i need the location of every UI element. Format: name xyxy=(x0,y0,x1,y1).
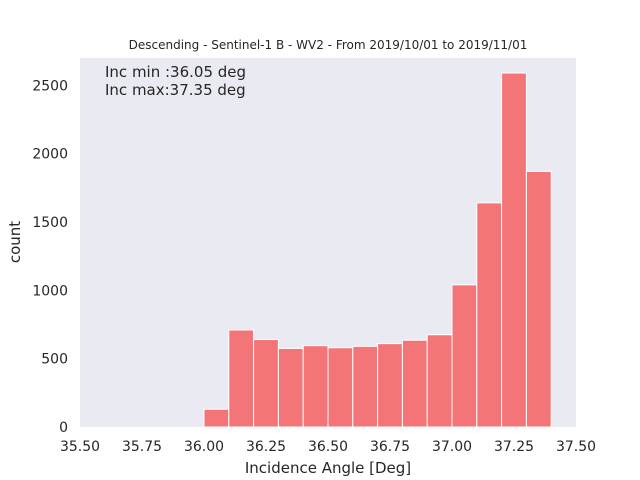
histogram-bar xyxy=(253,339,279,428)
y-tick-labels: 0 500 1000 1500 2000 2500 xyxy=(32,78,68,436)
y-tick-label: 1000 xyxy=(32,283,68,299)
x-tick-label: 36.50 xyxy=(308,439,348,455)
histogram-bar xyxy=(203,408,230,428)
x-tick-labels: 35.50 35.75 36.00 36.25 36.50 36.75 37.00 37.25… xyxy=(60,439,596,455)
histogram-bar xyxy=(327,347,354,428)
histogram-bar xyxy=(277,347,304,428)
histogram-bar xyxy=(352,345,379,428)
x-axis-label: Incidence Angle [Deg] xyxy=(245,459,411,477)
histogram-bar xyxy=(302,345,329,428)
histogram-bar xyxy=(401,339,428,428)
x-tick-label: 36.00 xyxy=(184,439,224,455)
histogram-bar xyxy=(228,329,255,428)
x-tick-label: 37.50 xyxy=(556,439,596,455)
chart-title: Descending - Sentinel-1 B - WV2 - From 2… xyxy=(129,38,528,52)
y-axis-label: count xyxy=(6,221,24,263)
annotation-inc-max: Inc max:37.35 deg xyxy=(105,81,246,99)
y-tick-label: 2000 xyxy=(32,147,68,163)
histogram-bar xyxy=(525,170,552,428)
y-tick-label: 0 xyxy=(59,420,68,436)
x-tick-label: 36.25 xyxy=(246,439,286,455)
y-tick-label: 500 xyxy=(41,352,68,368)
x-tick-label: 37.00 xyxy=(432,439,472,455)
bars-group xyxy=(203,72,552,428)
x-tick-label: 37.25 xyxy=(494,439,534,455)
annotation-inc-min: Inc min :36.05 deg xyxy=(105,63,246,81)
x-tick-label: 36.75 xyxy=(370,439,410,455)
histogram-bar xyxy=(377,343,403,428)
histogram-bar xyxy=(426,334,453,428)
histogram-bar xyxy=(476,202,503,428)
histogram-bar xyxy=(451,284,478,428)
x-tick-label: 35.75 xyxy=(122,439,162,455)
histogram-bar xyxy=(501,72,527,428)
y-tick-label: 2500 xyxy=(32,78,68,94)
x-tick-label: 35.50 xyxy=(60,439,100,455)
y-tick-label: 1500 xyxy=(32,215,68,231)
